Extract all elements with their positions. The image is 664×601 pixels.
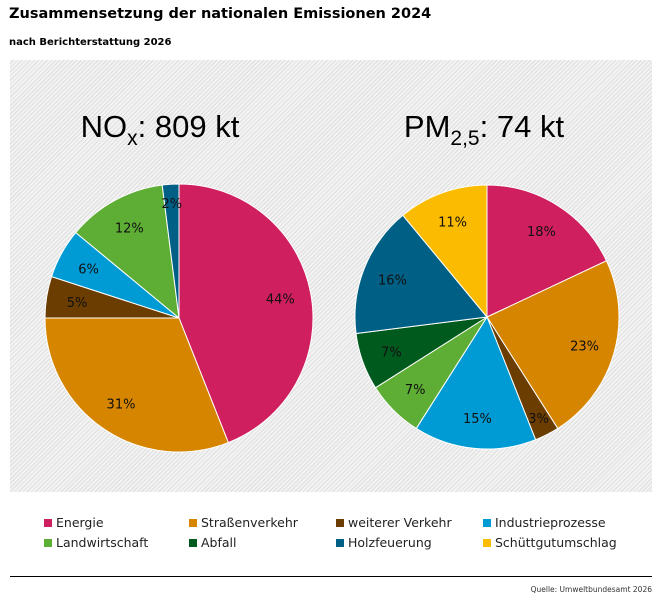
legend-label: Holzfeuerung <box>348 535 432 550</box>
data-label: 2% <box>161 197 182 212</box>
legend-swatch <box>483 538 491 547</box>
pie-slice-industrieprozesse <box>415 315 537 450</box>
pie-title: NOx: 809 kt <box>81 109 240 150</box>
data-label: 12% <box>115 222 144 237</box>
data-label: 6% <box>78 262 99 277</box>
divider <box>10 576 652 577</box>
pie-slice-schüttgutumschlag <box>402 184 488 319</box>
legend-label: Energie <box>56 515 104 530</box>
data-label: 18% <box>527 225 556 240</box>
data-label: 3% <box>528 412 549 427</box>
chart-subtitle: nach Berichterstattung 2026 <box>9 37 172 48</box>
legend-swatch <box>189 518 197 527</box>
legend-swatch <box>189 538 197 547</box>
legend-swatch <box>44 518 52 527</box>
legend-swatch <box>44 538 52 547</box>
legend-item: Abfall <box>189 535 336 550</box>
pie-slice-straßenverkehr <box>486 260 620 430</box>
pie-slice-energie <box>178 183 314 444</box>
chart-title: Zusammensetzung der nationalen Emissione… <box>9 6 432 22</box>
data-label: 31% <box>107 397 136 412</box>
data-label: 7% <box>381 345 402 360</box>
legend-label: Straßenverkehr <box>201 515 298 530</box>
pie-slice-landwirtschaft <box>75 184 180 320</box>
legend-item: Energie <box>44 515 189 530</box>
legend-item: Straßenverkehr <box>189 515 336 530</box>
pie-title: PM2,5: 74 kt <box>404 109 565 150</box>
legend-item: weiterer Verkehr <box>336 515 483 530</box>
legend-label: Schüttgutumschlag <box>495 535 617 550</box>
data-label: 5% <box>67 296 88 311</box>
data-label: 44% <box>266 293 295 308</box>
legend-label: Abfall <box>201 535 237 550</box>
legend-item: Holzfeuerung <box>336 535 483 550</box>
legend-label: Landwirtschaft <box>56 535 149 550</box>
legend-swatch <box>336 518 344 527</box>
legend-label: Industrieprozesse <box>495 515 606 530</box>
source-note: Quelle: Umweltbundesamt 2026 <box>530 585 652 594</box>
legend-item: Schüttgutumschlag <box>483 535 633 550</box>
legend-swatch <box>483 518 491 527</box>
data-label: 11% <box>438 215 467 230</box>
pie-slice-holzfeuerung <box>161 183 180 319</box>
pie-slice-straßenverkehr <box>44 317 229 453</box>
pie-slice-holzfeuerung <box>354 214 488 335</box>
legend-swatch <box>336 538 344 547</box>
data-label: 7% <box>405 383 426 398</box>
data-label: 15% <box>463 412 492 427</box>
legend: Energie Straßenverkehr weiterer Verkehr Ind… <box>44 515 644 550</box>
legend-label: weiterer Verkehr <box>348 515 452 530</box>
data-label: 23% <box>570 339 599 354</box>
data-label: 16% <box>378 274 407 289</box>
legend-item: Industrieprozesse <box>483 515 633 530</box>
legend-item: Landwirtschaft <box>44 535 189 550</box>
pie-slice-energie <box>486 184 608 318</box>
